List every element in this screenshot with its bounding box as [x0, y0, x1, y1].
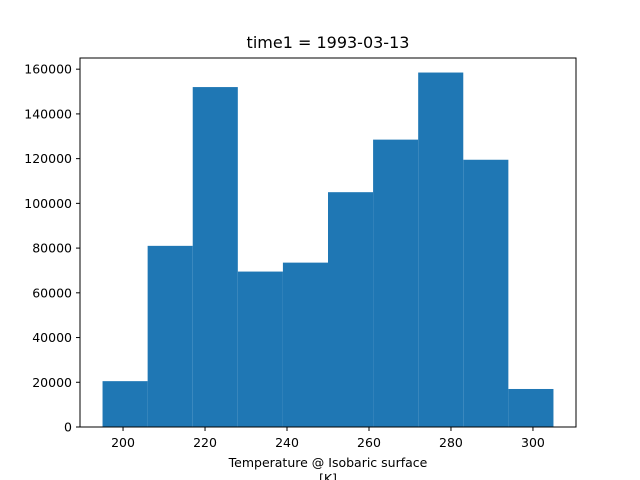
histogram-bar [328, 192, 374, 427]
histogram-bar [282, 262, 328, 427]
x-axis-ticks: 200 220 240 260 280 300 [111, 427, 545, 450]
histogram-bar [373, 139, 419, 428]
y-tick-label: 120000 [24, 151, 72, 166]
histogram-bar [463, 159, 509, 427]
y-tick-label: 100000 [24, 196, 72, 211]
bars-group [102, 72, 554, 428]
y-tick-label: 60000 [32, 285, 72, 300]
histogram-bar [102, 381, 148, 427]
y-tick-label: 0 [64, 420, 72, 435]
x-tick-label: 240 [275, 435, 299, 450]
chart-title: time1 = 1993-03-13 [247, 33, 410, 52]
x-tick-label: 260 [357, 435, 381, 450]
y-tick-label: 20000 [32, 375, 72, 390]
x-axis-label: Temperature @ Isobaric surface [228, 455, 428, 470]
x-tick-label: 200 [111, 435, 135, 450]
plot-frame [79, 57, 577, 428]
y-tick-label: 140000 [24, 106, 72, 121]
x-tick-label: 280 [439, 435, 463, 450]
histogram-bar [508, 388, 554, 427]
y-tick-label: 40000 [32, 330, 72, 345]
y-axis-ticks: 0 20000 40000 60000 80000 100000 120000 140000 1… [24, 62, 80, 435]
histogram-bar [237, 271, 283, 427]
histogram-bar [192, 87, 238, 427]
x-tick-label: 220 [193, 435, 217, 450]
y-tick-label: 80000 [32, 241, 72, 256]
histogram-bar [418, 72, 464, 427]
y-tick-label: 160000 [24, 62, 72, 77]
x-axis-unit: [K] [319, 471, 337, 480]
x-tick-label: 300 [521, 435, 545, 450]
histogram-bar [147, 245, 193, 427]
